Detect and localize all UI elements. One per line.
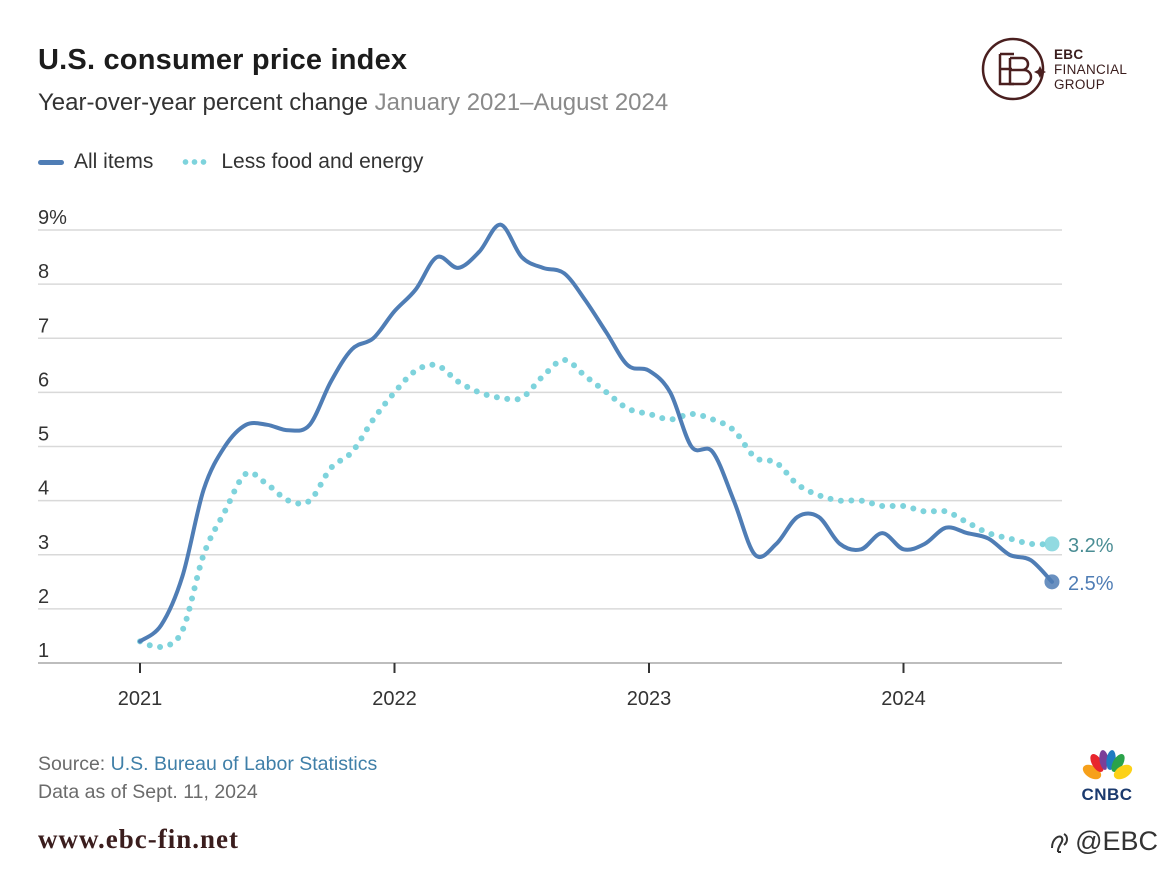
cpi-line-chart: 9% 8 7 6 5 4 3 2 1 2021 2022 2023 2024 3.2% 2.5% (38, 207, 1114, 710)
ebc-logo-line3: GROUP (1054, 76, 1106, 92)
series-end-marker-all-items (1044, 574, 1060, 590)
y-tick-label-4: 4 (38, 478, 49, 500)
x-tick-label-2024: 2024 (881, 688, 926, 710)
x-tick-label-2022: 2022 (372, 688, 417, 710)
social-handle: @EBC (1049, 826, 1158, 857)
cnbc-wordmark: CNBC (1081, 785, 1133, 804)
x-tick-label-2023: 2023 (627, 688, 672, 710)
social-handle-text: @EBC (1075, 826, 1158, 856)
website-url[interactable]: www.ebc-fin.net (38, 824, 239, 854)
y-tick-label-9: 9% (38, 207, 67, 229)
legend-label-all-items: All items (74, 150, 154, 173)
ebc-emblem-icon (981, 37, 1046, 101)
peacock-icon (1082, 750, 1133, 780)
cnbc-logo: CNBC (1076, 750, 1138, 805)
ebc-logo-line1: EBC (1054, 46, 1084, 62)
y-tick-label-3: 3 (38, 532, 49, 554)
series-end-label-core: 3.2% (1068, 535, 1114, 557)
y-tick-label-1: 1 (38, 640, 49, 662)
subtitle-text: Year-over-year percent change (38, 89, 368, 116)
series-end-label-all-items: 2.5% (1068, 573, 1114, 595)
legend-dotted-line-icon (181, 159, 208, 165)
x-tick-label-2021: 2021 (118, 688, 163, 710)
ebc-logo-text: EBC FINANCIAL GROUP (1054, 47, 1127, 92)
ebc-logo: EBC FINANCIAL GROUP (980, 36, 1127, 102)
subtitle-range: January 2021–August 2024 (374, 89, 669, 116)
ebc-logo-line2: FINANCIAL (1054, 61, 1128, 77)
source-prefix: Source: (38, 753, 106, 775)
y-tick-label-7: 7 (38, 315, 49, 337)
chart-title: U.S. consumer price index (38, 44, 408, 76)
y-tick-label-2: 2 (38, 586, 49, 608)
chart-subtitle: Year-over-year percent change January 20… (38, 89, 668, 117)
series-end-marker-core (1044, 536, 1060, 552)
chart-legend: All items Less food and energy (38, 150, 451, 174)
legend-solid-line-icon (38, 159, 64, 165)
source-line: Source: U.S. Bureau of Labor Statistics (38, 750, 377, 778)
legend-label-core: Less food and energy (221, 150, 424, 173)
y-tick-label-8: 8 (38, 261, 49, 283)
series-line-core (137, 356, 1055, 651)
series-line-all-items (138, 222, 1054, 644)
social-logo-icon (1051, 832, 1069, 853)
legend-item-core: Less food and energy (181, 150, 423, 174)
legend-item-all-items: All items (38, 150, 153, 174)
y-tick-label-5: 5 (38, 424, 49, 446)
y-tick-label-6: 6 (38, 369, 49, 391)
data-asof: Data as of Sept. 11, 2024 (38, 781, 258, 803)
source-note: Source: U.S. Bureau of Labor Statistics … (38, 750, 377, 806)
source-org-link[interactable]: U.S. Bureau of Labor Statistics (110, 753, 378, 775)
